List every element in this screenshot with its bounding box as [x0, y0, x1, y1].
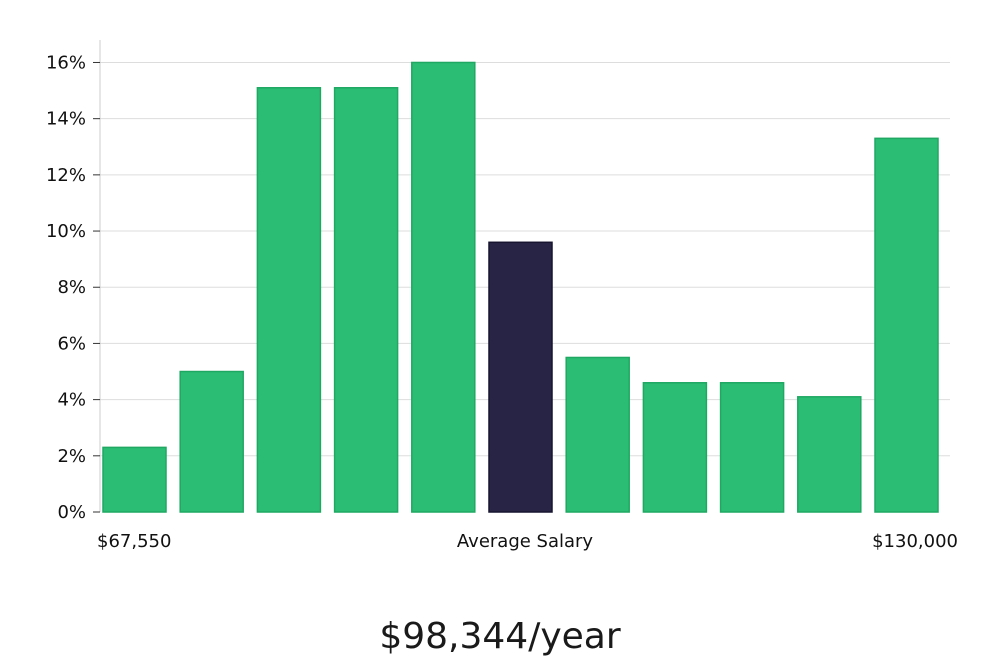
bar [797, 396, 862, 513]
y-tick-label: 0% [57, 502, 86, 523]
x-label-average: Average Salary [457, 531, 594, 552]
bar [179, 370, 244, 513]
x-label-min: $67,550 [97, 531, 171, 552]
bar [256, 87, 322, 513]
bar [642, 382, 708, 513]
y-tick-label: 12% [46, 165, 86, 186]
average-salary-headline: $98,344/year [379, 616, 621, 657]
y-tick-label: 8% [57, 277, 86, 298]
bar-average-salary [488, 241, 553, 513]
y-tick-label: 4% [57, 390, 86, 411]
bar [411, 61, 476, 513]
bar [874, 137, 939, 513]
bar [333, 87, 399, 513]
y-tick-label: 6% [57, 333, 86, 354]
bars [102, 61, 939, 513]
y-tick-label: 10% [46, 221, 86, 242]
bar [102, 446, 167, 513]
bar [719, 382, 785, 513]
y-tick-label: 14% [46, 109, 86, 130]
y-tick-label: 16% [46, 52, 86, 73]
y-axis-ticks: 0% 2% 4% 6% 8% 10% 12% 14% 16% [46, 52, 100, 523]
y-tick-label: 2% [57, 446, 86, 467]
x-label-max: $130,000 [872, 531, 958, 552]
bar [565, 356, 630, 513]
